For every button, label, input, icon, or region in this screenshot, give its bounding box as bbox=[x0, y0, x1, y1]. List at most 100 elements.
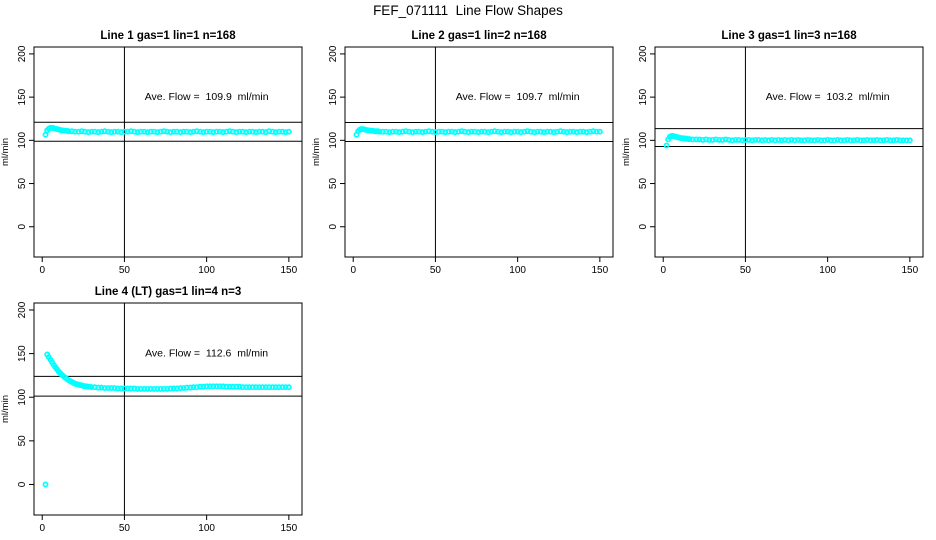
data-point bbox=[233, 129, 240, 136]
data-point bbox=[206, 128, 213, 135]
data-point bbox=[118, 385, 125, 392]
y-tick-label: 200 bbox=[17, 301, 28, 318]
data-point bbox=[475, 129, 482, 136]
data-point bbox=[253, 384, 259, 391]
data-point bbox=[180, 385, 187, 392]
data-point bbox=[128, 128, 134, 135]
data-point bbox=[144, 129, 151, 136]
data-point bbox=[567, 128, 574, 135]
data-point bbox=[745, 136, 752, 143]
average-flow-annotation: Ave. Flow = 112.6 ml/min bbox=[145, 348, 268, 360]
data-point bbox=[167, 385, 174, 392]
page-title: FEF_071111 Line Flow Shapes bbox=[373, 3, 563, 18]
data-point bbox=[808, 137, 815, 144]
y-axis: 0 50 100 150 200 bbox=[17, 45, 34, 230]
data-point bbox=[742, 136, 749, 143]
data-point bbox=[95, 384, 102, 391]
x-axis: 0 50 100 150 bbox=[350, 257, 609, 276]
data-point bbox=[121, 128, 128, 135]
data-point bbox=[508, 129, 515, 136]
data-point bbox=[72, 128, 79, 135]
y-axis-title: ml/min bbox=[0, 138, 11, 166]
data-point bbox=[788, 136, 795, 143]
data-point bbox=[157, 385, 164, 392]
data-point bbox=[844, 136, 851, 143]
data-point bbox=[134, 385, 141, 392]
data-point bbox=[88, 384, 95, 391]
data-point bbox=[716, 136, 723, 143]
y-axis-title: ml/min bbox=[621, 138, 632, 166]
data-point bbox=[814, 136, 821, 143]
x-tick-label: 150 bbox=[902, 265, 919, 276]
data-point bbox=[101, 385, 108, 392]
data-point bbox=[246, 128, 253, 135]
data-point bbox=[442, 129, 449, 136]
y-tick-label: 50 bbox=[17, 435, 28, 447]
data-point bbox=[699, 136, 706, 143]
data-point bbox=[396, 129, 403, 136]
data-point bbox=[147, 385, 154, 392]
x-tick-label: 150 bbox=[592, 265, 609, 276]
data-point bbox=[425, 128, 432, 135]
x-tick-label: 50 bbox=[740, 265, 752, 276]
data-point bbox=[226, 383, 233, 390]
data-point bbox=[768, 136, 775, 143]
data-point bbox=[164, 385, 171, 392]
data-point bbox=[452, 129, 459, 136]
data-point bbox=[531, 129, 538, 136]
data-point bbox=[758, 137, 765, 144]
data-point bbox=[187, 129, 194, 136]
data-point bbox=[465, 129, 472, 136]
data-point bbox=[596, 128, 603, 135]
y-tick-label: 0 bbox=[328, 224, 339, 230]
plot-border bbox=[33, 302, 303, 516]
y-tick-label: 200 bbox=[17, 45, 28, 62]
data-point bbox=[383, 128, 390, 135]
data-point bbox=[111, 385, 118, 392]
data-point bbox=[560, 128, 567, 135]
x-axis: 0 50 100 150 bbox=[39, 257, 298, 276]
data-point bbox=[124, 128, 131, 135]
data-point bbox=[233, 383, 240, 390]
data-point bbox=[590, 128, 597, 135]
data-point bbox=[249, 384, 256, 391]
x-tick-label: 50 bbox=[119, 265, 131, 276]
data-point bbox=[877, 137, 884, 144]
data-point bbox=[216, 128, 223, 135]
data-point bbox=[834, 136, 841, 143]
data-point bbox=[91, 128, 98, 135]
data-point bbox=[772, 137, 778, 144]
data-point bbox=[900, 137, 907, 144]
data-point bbox=[722, 136, 729, 143]
x-axis: 0 50 100 150 bbox=[660, 257, 919, 276]
data-point bbox=[253, 129, 259, 136]
panel-title: Line 2 gas=1 lin=2 n=168 bbox=[411, 30, 547, 42]
data-point bbox=[213, 383, 220, 390]
data-point bbox=[200, 129, 207, 136]
data-point bbox=[137, 385, 144, 392]
data-point bbox=[854, 136, 861, 143]
data-point bbox=[537, 128, 544, 135]
data-point bbox=[131, 128, 138, 135]
data-point bbox=[164, 128, 171, 135]
data-point bbox=[183, 128, 190, 135]
data-point bbox=[663, 142, 670, 149]
data-point bbox=[587, 128, 593, 135]
data-point bbox=[183, 384, 190, 391]
x-tick-label: 50 bbox=[430, 265, 442, 276]
data-point bbox=[870, 137, 877, 144]
data-point bbox=[765, 137, 772, 144]
data-point bbox=[517, 129, 524, 136]
y-tick-label: 200 bbox=[638, 45, 649, 62]
y-tick-label: 0 bbox=[638, 224, 649, 230]
data-point bbox=[174, 128, 180, 135]
data-point bbox=[193, 128, 200, 135]
data-point bbox=[82, 128, 88, 135]
y-tick-label: 100 bbox=[638, 132, 649, 149]
data-point bbox=[282, 384, 289, 391]
data-point bbox=[272, 384, 279, 391]
panel-title: Line 1 gas=1 lin=1 n=168 bbox=[100, 30, 236, 42]
data-point bbox=[689, 136, 696, 143]
data-point bbox=[256, 384, 263, 391]
